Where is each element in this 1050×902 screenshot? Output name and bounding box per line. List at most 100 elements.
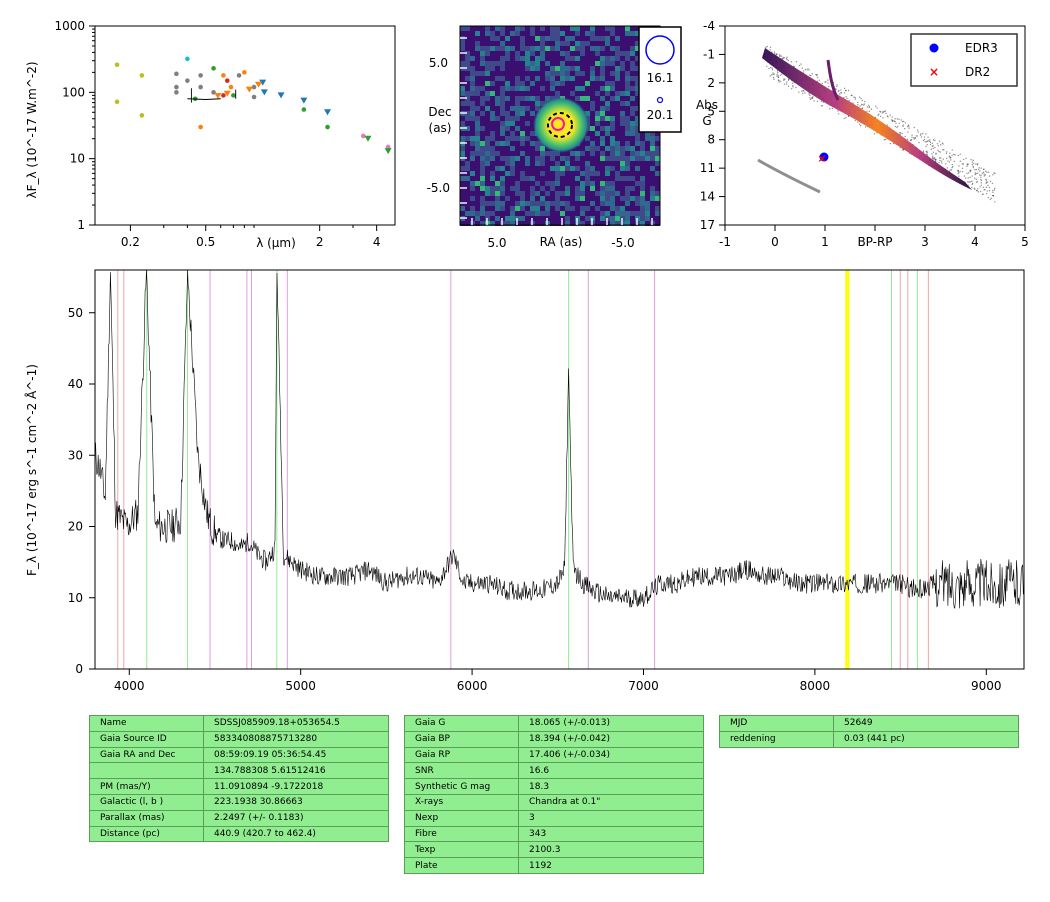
hr-star-dot (941, 142, 943, 144)
image-pixel (560, 166, 565, 171)
image-pixel (580, 96, 585, 101)
image-pixel (460, 116, 465, 121)
hr-star-dot (808, 69, 810, 71)
image-pixel (550, 196, 555, 201)
image-pixel (550, 51, 555, 56)
hr-ylabel-1: Abs (696, 98, 718, 112)
image-pixel (525, 171, 530, 176)
hr-star-dot (936, 143, 939, 145)
image-pixel (580, 71, 585, 76)
image-pixel (530, 96, 535, 101)
hr-star-dot (887, 116, 889, 118)
info-value: 2100.3 (518, 841, 704, 859)
hr-legend-dr2-marker: × (929, 65, 939, 79)
image-pixel (580, 206, 585, 211)
image-pixel (470, 186, 475, 191)
image-pixel (465, 191, 470, 196)
hr-star-dot (895, 122, 897, 124)
hr-star-dot (950, 169, 953, 171)
image-pixel (615, 156, 620, 161)
image-pixel (605, 116, 610, 121)
image-pixel (490, 146, 495, 151)
hr-star-dot (949, 152, 951, 154)
image-pixel (645, 216, 650, 221)
hr-star-dot (909, 139, 912, 142)
image-pixel (460, 56, 465, 61)
image-pixel (465, 91, 470, 96)
image-pixel (480, 131, 485, 136)
image-pixel (570, 186, 575, 191)
image-pixel (515, 76, 520, 81)
hr-star-dot (985, 181, 988, 183)
image-pixel (460, 206, 465, 211)
image-pixel (620, 211, 625, 216)
image-pixel (630, 96, 635, 101)
hr-star-dot (939, 159, 941, 162)
sed-ytick-label: 100 (62, 85, 85, 99)
image-pixel (535, 56, 540, 61)
image-pixel (565, 66, 570, 71)
image-pixel (570, 71, 575, 76)
image-pixel (525, 121, 530, 126)
hr-star-dot (786, 83, 788, 85)
image-pixel (620, 31, 625, 36)
image-pixel (655, 151, 660, 156)
image-pixel (525, 186, 530, 191)
image-pixel (500, 126, 505, 131)
image-pixel (510, 111, 515, 116)
image-pixel (510, 176, 515, 181)
image-pixel (510, 101, 515, 106)
hr-xtick-label: -1 (719, 235, 731, 249)
image-pixel (585, 141, 590, 146)
image-pixel (595, 176, 600, 181)
sed-point (259, 79, 267, 86)
image-pixel (550, 181, 555, 186)
image-pixel (605, 71, 610, 76)
image-pixel (565, 36, 570, 41)
image-pixel (560, 41, 565, 46)
image-pixel (495, 86, 500, 91)
hr-star-dot (911, 134, 913, 136)
image-pixel (645, 166, 650, 171)
image-pixel (540, 26, 545, 31)
image-pixel (620, 41, 625, 46)
image-pixel (585, 91, 590, 96)
image-pixel (575, 161, 580, 166)
image-pixel (465, 71, 470, 76)
image-pixel (500, 201, 505, 206)
image-pixel (520, 121, 525, 126)
image-pixel (480, 141, 485, 146)
image-pixel (650, 151, 655, 156)
hr-ytick-label: 14 (700, 190, 715, 204)
image-pixel (580, 201, 585, 206)
image-pixel (620, 191, 625, 196)
image-pixel (515, 136, 520, 141)
image-pixel (490, 161, 495, 166)
hr-star-dot (776, 70, 779, 72)
sed-errorbars (187, 88, 237, 103)
image-pixel (555, 76, 560, 81)
image-pixel (535, 61, 540, 66)
hr-star-dot (845, 116, 847, 119)
hr-star-dot (959, 160, 962, 162)
image-pixel (460, 131, 465, 136)
image-pixel (580, 46, 585, 51)
hr-star-dot (813, 100, 815, 102)
hr-star-dot (801, 67, 804, 69)
image-pixel (495, 161, 500, 166)
hr-star-dot (837, 90, 840, 93)
image-pixel (565, 56, 570, 61)
hr-star-dot (974, 169, 976, 171)
info-row: Gaia BP 18.394 (+/-0.042) (404, 730, 704, 748)
image-pixel (615, 171, 620, 176)
image-pixel (620, 196, 625, 201)
image-pixel (640, 181, 645, 186)
image-pixel (465, 176, 470, 181)
image-pixel (515, 146, 520, 151)
image-pixel (480, 186, 485, 191)
image-pixel (465, 51, 470, 56)
image-pixel (570, 171, 575, 176)
image-pixel (625, 61, 630, 66)
hr-star-dot (866, 110, 868, 112)
hr-star-dot (941, 162, 943, 164)
